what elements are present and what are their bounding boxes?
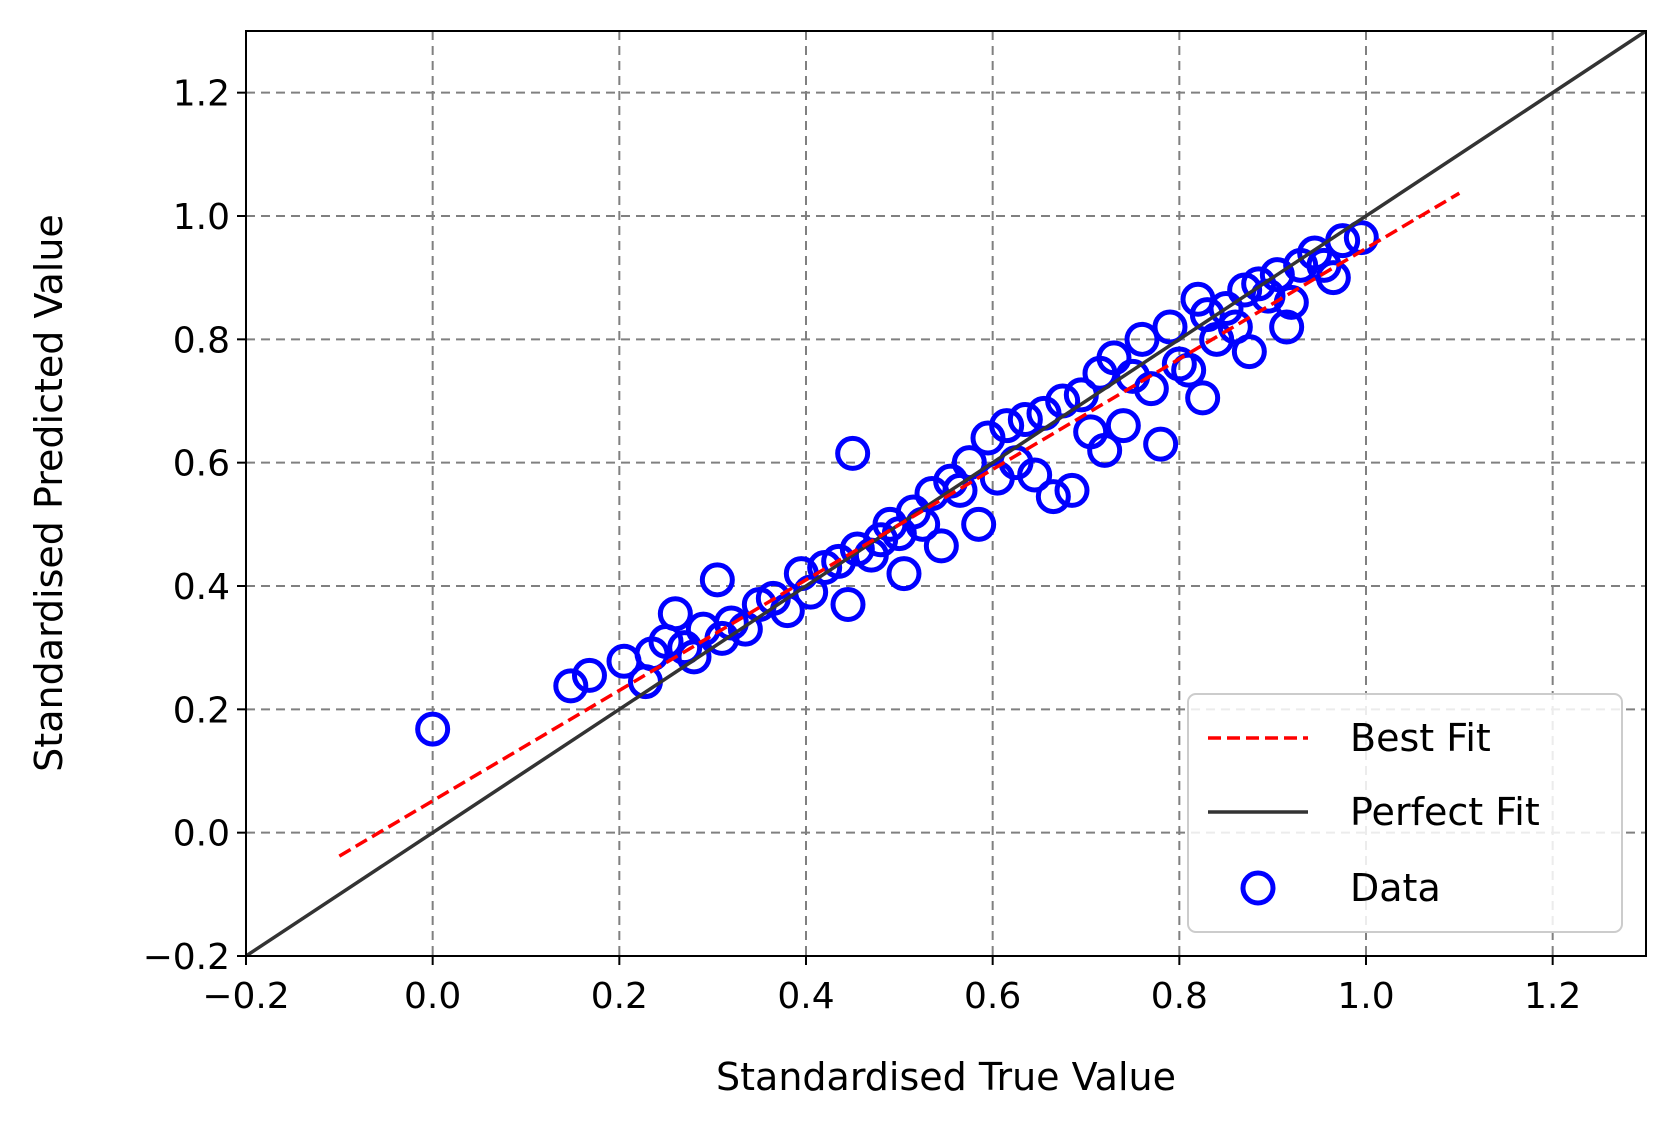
series-layer bbox=[246, 31, 1646, 956]
y-axis-title: Standardised Predicted Value bbox=[27, 214, 71, 772]
data-point bbox=[1096, 340, 1132, 376]
data-point bbox=[989, 408, 1025, 444]
data-point bbox=[835, 435, 871, 471]
x-tick-label: −0.2 bbox=[202, 976, 289, 1017]
x-tick-label: 1.2 bbox=[1524, 976, 1581, 1017]
x-tick-label: 0.8 bbox=[1151, 976, 1208, 1017]
legend-box bbox=[1187, 693, 1623, 933]
y-tick-label: 0.6 bbox=[173, 444, 230, 485]
x-tick-label: 0.0 bbox=[404, 976, 461, 1017]
data-point bbox=[699, 562, 735, 598]
plot-frame bbox=[245, 30, 1647, 957]
data-point bbox=[1185, 380, 1221, 416]
data-point bbox=[1208, 291, 1244, 326]
legend: Best Fit Perfect Fit Data bbox=[1187, 693, 1623, 933]
data-point bbox=[1231, 334, 1267, 370]
data-point bbox=[1315, 260, 1351, 296]
data-point bbox=[1007, 402, 1043, 437]
data-point bbox=[1105, 408, 1141, 444]
y-tick-label: 0.4 bbox=[173, 567, 230, 608]
data-point bbox=[1152, 309, 1188, 345]
data-point bbox=[1087, 432, 1123, 468]
legend-best-fit-label: Best Fit bbox=[1350, 716, 1491, 760]
legend-data-label: Data bbox=[1350, 866, 1441, 910]
data-point bbox=[1259, 257, 1295, 293]
y-tick-label: 1.2 bbox=[173, 74, 230, 115]
data-point bbox=[886, 556, 922, 592]
x-axis-title: Standardised True Value bbox=[716, 1055, 1176, 1099]
best-fit-line bbox=[338, 191, 1461, 858]
y-tick-label: 0.8 bbox=[173, 320, 230, 361]
data-point bbox=[1124, 321, 1160, 357]
data-point bbox=[1143, 426, 1179, 462]
data-point bbox=[961, 506, 997, 542]
data-point bbox=[830, 587, 866, 622]
y-tick-label: 0.2 bbox=[173, 690, 230, 731]
x-tick-label: 1.0 bbox=[1337, 976, 1394, 1017]
data-point bbox=[1171, 352, 1207, 388]
x-tick-label: 0.4 bbox=[777, 976, 834, 1017]
data-point bbox=[1269, 309, 1305, 345]
data-point bbox=[769, 593, 805, 629]
data-point bbox=[667, 630, 703, 666]
data-point bbox=[571, 657, 607, 693]
ticks: −0.2 0.0 0.2 0.4 0.6 0.8 1.0 1.2 −0.2 0.0 0.2 0.4 0.… bbox=[143, 74, 1582, 1017]
perfect-fit-line bbox=[246, 31, 1646, 956]
x-tick-label: 0.6 bbox=[964, 976, 1021, 1017]
data-point bbox=[1054, 472, 1090, 508]
legend-perfect-fit-label: Perfect Fit bbox=[1350, 790, 1540, 834]
y-tick-label: 0.0 bbox=[173, 814, 230, 855]
data-point bbox=[415, 711, 451, 747]
data-point bbox=[657, 596, 693, 632]
y-tick-label: 1.0 bbox=[173, 197, 230, 238]
data-point bbox=[1133, 371, 1169, 407]
legend-data-marker bbox=[1240, 870, 1276, 906]
data-point bbox=[553, 668, 589, 704]
y-tick-label: −0.2 bbox=[143, 937, 230, 978]
data-point bbox=[1017, 457, 1053, 493]
data-point bbox=[1035, 479, 1071, 515]
data-point bbox=[923, 528, 959, 564]
x-tick-label: 0.2 bbox=[591, 976, 648, 1017]
